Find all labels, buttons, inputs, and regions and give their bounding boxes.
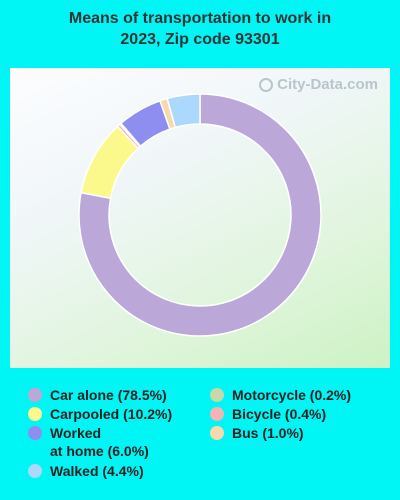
legend-label-worked-at-home-line1: Worked (50, 425, 102, 441)
donut-slice-walked (166, 93, 201, 129)
legend-label-walked: Walked (4.4%) (50, 463, 144, 479)
legend-label-car-alone: Car alone (78.5%) (50, 387, 167, 403)
magnifier-icon (259, 77, 274, 92)
legend-label-bus: Bus (1.0%) (232, 425, 304, 441)
donut-slice-car-alone (78, 93, 322, 337)
legend-swatch-car-alone (28, 388, 42, 402)
legend-swatch-walked (28, 464, 42, 478)
legend-item-bus: Bus (1.0%) (210, 424, 304, 442)
legend-swatch-bicycle (210, 407, 224, 421)
donut-chart (78, 93, 322, 337)
legend-item-bicycle: Bicycle (0.4%) (210, 405, 326, 423)
chart-title-line2: 2023, Zip code 93301 (120, 31, 280, 48)
legend-swatch-motorcycle (210, 388, 224, 402)
chart-title-line1: Means of transportation to work in (68, 10, 332, 27)
plot-area: City-Data.com (10, 68, 390, 368)
legend-item-motorcycle: Motorcycle (0.2%) (210, 386, 351, 404)
legend: Car alone (78.5%) Carpooled (10.2%) Work… (28, 386, 388, 486)
legend-item-worked-at-home: Worked at home (6.0%) (28, 424, 149, 460)
legend-item-carpooled: Carpooled (10.2%) (28, 405, 172, 423)
legend-label-bicycle: Bicycle (0.4%) (232, 406, 327, 422)
chart-title: Means of transportation to work in 2023,… (20, 8, 380, 50)
legend-label-carpooled: Carpooled (10.2%) (50, 406, 173, 422)
legend-item-walked: Walked (4.4%) (28, 462, 144, 480)
legend-label-worked-at-home: Worked at home (6.0%) (50, 424, 149, 460)
legend-label-motorcycle: Motorcycle (0.2%) (232, 387, 352, 403)
legend-item-car-alone: Car alone (78.5%) (28, 386, 167, 404)
legend-swatch-worked-at-home (28, 426, 42, 440)
legend-swatch-carpooled (28, 407, 42, 421)
watermark: City-Data.com (259, 76, 378, 93)
watermark-text: City-Data.com (277, 76, 378, 93)
legend-label-worked-at-home-line2: at home (6.0%) (50, 443, 149, 459)
legend-swatch-bus (210, 426, 224, 440)
